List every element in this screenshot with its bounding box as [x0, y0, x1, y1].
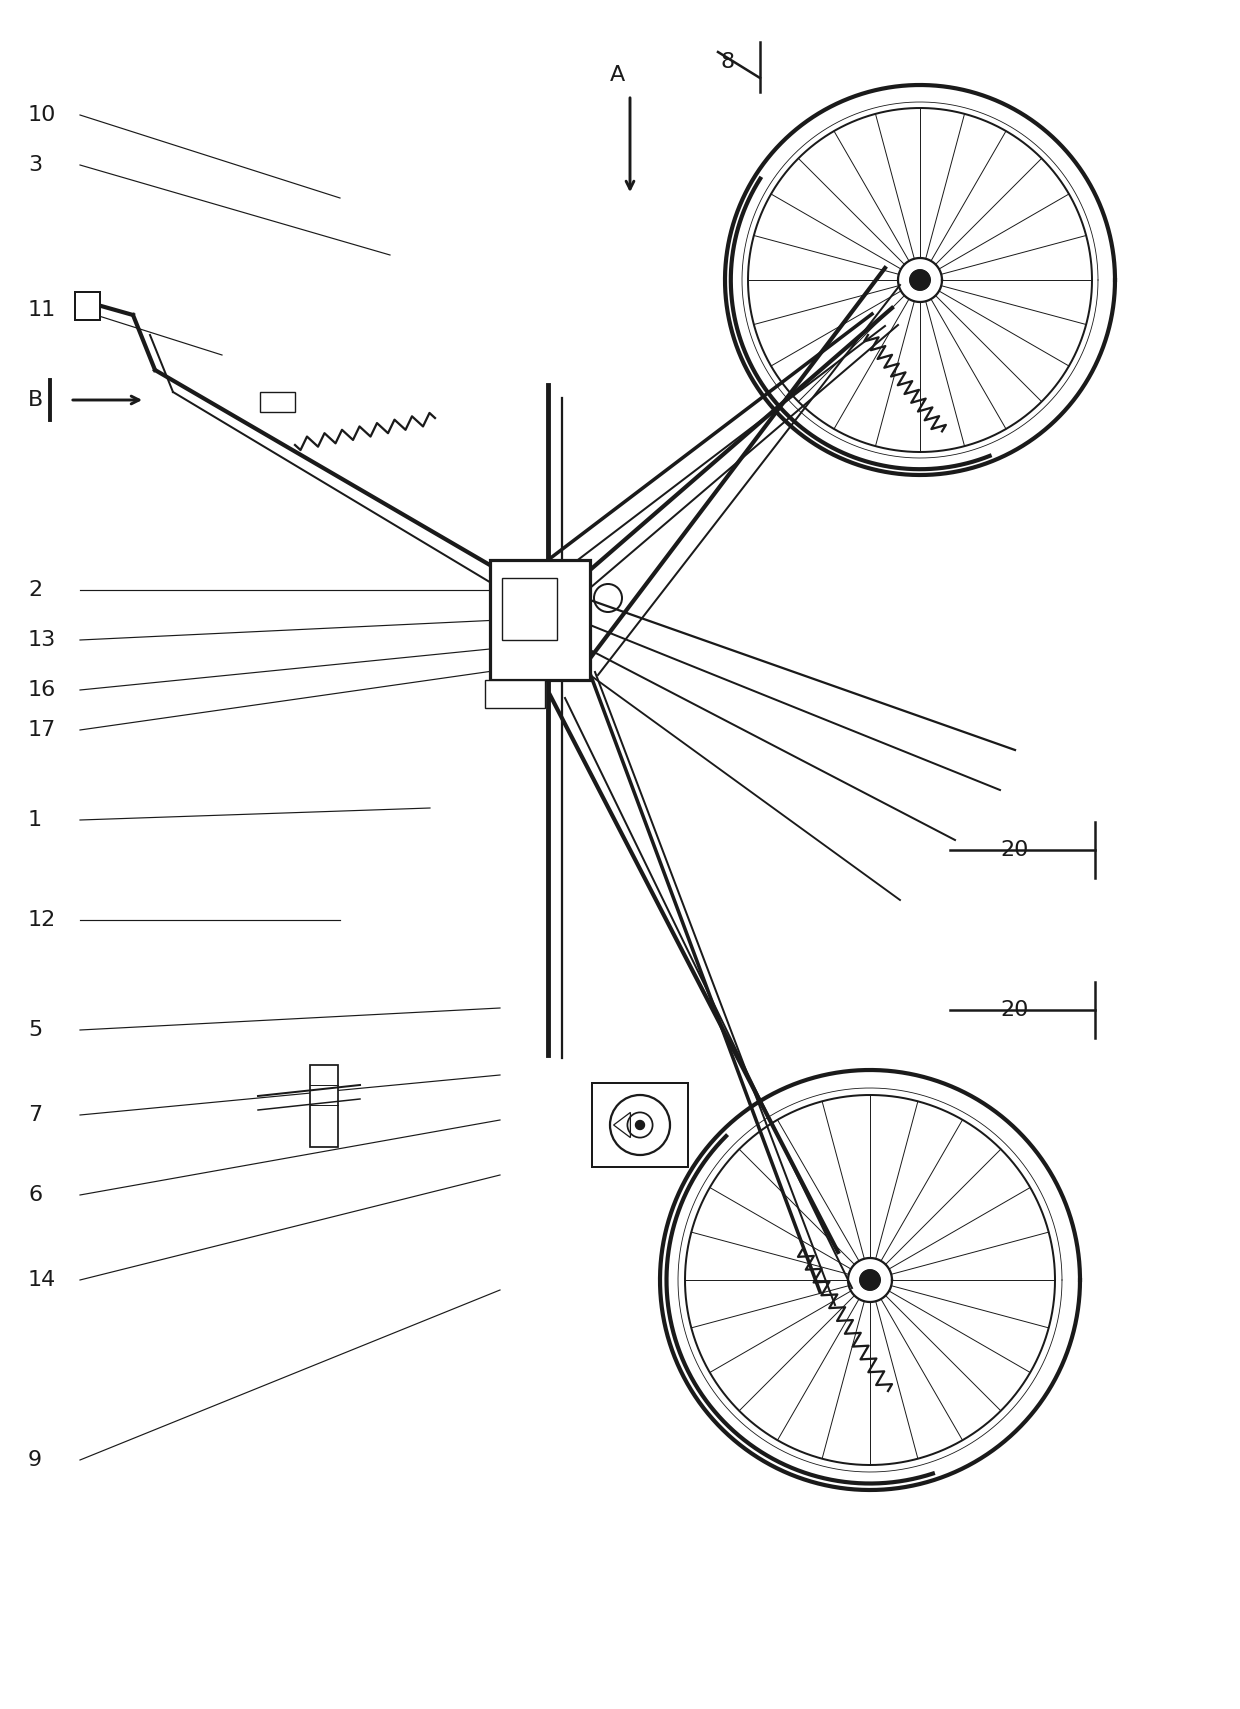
- Text: 8: 8: [720, 51, 734, 72]
- Circle shape: [861, 1270, 880, 1290]
- Text: B: B: [29, 390, 43, 410]
- Text: 13: 13: [29, 631, 56, 649]
- Text: 16: 16: [29, 680, 56, 701]
- Text: 20: 20: [999, 841, 1028, 860]
- Bar: [310, 1065, 339, 1147]
- Bar: [502, 578, 557, 641]
- Text: 2: 2: [29, 579, 42, 600]
- Circle shape: [910, 270, 930, 291]
- Text: 5: 5: [29, 1020, 42, 1041]
- Bar: [260, 391, 295, 412]
- Bar: [490, 561, 590, 680]
- Bar: [591, 1084, 688, 1167]
- Text: 3: 3: [29, 156, 42, 174]
- Text: 9: 9: [29, 1449, 42, 1470]
- Text: A: A: [610, 65, 625, 85]
- Text: 12: 12: [29, 909, 56, 930]
- Text: 17: 17: [29, 719, 56, 740]
- Bar: [485, 680, 546, 708]
- Text: 1: 1: [29, 810, 42, 831]
- Text: 7: 7: [29, 1106, 42, 1125]
- Bar: [74, 292, 100, 320]
- Text: 20: 20: [999, 1000, 1028, 1020]
- Text: 10: 10: [29, 104, 56, 125]
- Text: 14: 14: [29, 1270, 56, 1290]
- Text: 11: 11: [29, 301, 56, 320]
- Text: 6: 6: [29, 1184, 42, 1205]
- Circle shape: [635, 1121, 645, 1130]
